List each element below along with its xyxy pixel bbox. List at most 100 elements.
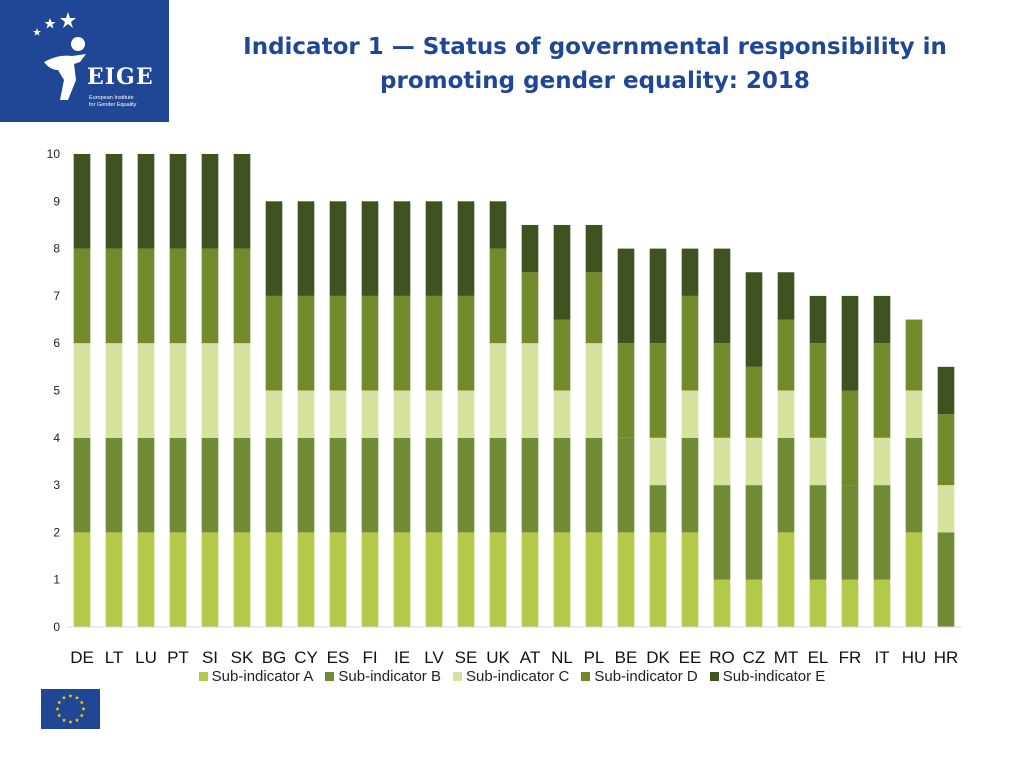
page-title-line1: Indicator 1 — Status of governmental res… — [243, 34, 947, 60]
legend-item-c: Sub-indicator C — [452, 668, 569, 685]
bar-segment-bg-b — [265, 437, 283, 533]
bar-segment-at-b — [521, 437, 539, 533]
legend-label: Sub-indicator D — [594, 668, 698, 685]
eu-star-icon — [55, 706, 60, 711]
eige-logo: EIGE European Institute for Gender Equal… — [0, 0, 169, 122]
bar-segment-el-b — [809, 485, 827, 580]
bar-stack-hu — [905, 319, 923, 627]
bar-segment-pl-d — [585, 272, 603, 344]
star-icon — [44, 18, 56, 29]
bar-segment-hu-a — [905, 532, 923, 627]
bar-segment-fr-b — [841, 485, 859, 580]
x-tick-label: DK — [646, 648, 670, 667]
x-tick-label: EE — [679, 648, 702, 667]
bar-stack-ie — [393, 201, 411, 627]
x-tick-label: SK — [231, 648, 254, 667]
bar-segment-lu-d — [137, 248, 155, 344]
bar-segment-pl-c — [585, 343, 603, 438]
legend-item-e: Sub-indicator E — [709, 668, 826, 685]
star-icon — [60, 12, 76, 28]
bar-segment-si-d — [201, 248, 219, 344]
bar-stack-se — [457, 201, 475, 627]
bar-segment-pl-b — [585, 437, 603, 533]
x-tick-label: HU — [902, 648, 927, 667]
bar-segment-el-e — [809, 295, 827, 344]
bar-segment-lt-b — [105, 437, 123, 533]
bar-segment-el-d — [809, 343, 827, 438]
bar-segment-ie-c — [393, 390, 411, 438]
bar-segment-ie-e — [393, 201, 411, 296]
bar-segment-cz-a — [745, 579, 763, 627]
bar-segment-dk-b — [649, 485, 667, 533]
bar-segment-nl-e — [553, 224, 571, 320]
x-tick-label: PL — [584, 648, 605, 667]
y-tick-label: 5 — [53, 384, 60, 398]
bar-stack-ro — [713, 248, 731, 627]
bar-stack-uk — [489, 201, 507, 627]
legend-swatch — [452, 672, 462, 681]
bar-stack-fr — [841, 295, 859, 627]
bar-segment-sk-e — [233, 154, 251, 249]
bar-stack-lu — [137, 154, 155, 627]
bar-segment-hu-c — [905, 390, 923, 438]
x-tick-label: IE — [394, 648, 410, 667]
x-tick-label: EL — [808, 648, 829, 667]
bar-segment-nl-d — [553, 319, 571, 391]
bar-segment-pl-a — [585, 532, 603, 627]
bar-segment-uk-c — [489, 343, 507, 438]
y-tick-label: 6 — [53, 336, 60, 350]
bar-segment-mt-a — [777, 532, 795, 627]
bar-segment-hu-d — [905, 319, 923, 391]
bar-segment-ro-e — [713, 248, 731, 344]
bar-stack-el — [809, 295, 827, 627]
legend-swatch — [198, 672, 208, 681]
bar-segment-sk-b — [233, 437, 251, 533]
eu-star-icon — [57, 713, 62, 718]
x-tick-label: DE — [70, 648, 94, 667]
bar-segment-mt-d — [777, 319, 795, 391]
eu-star-icon — [79, 713, 84, 718]
bar-stack-fi — [361, 201, 379, 627]
x-tick-label: LT — [105, 648, 124, 667]
figure-body-icon — [44, 54, 86, 100]
legend-swatch — [709, 672, 719, 681]
bar-segment-mt-e — [777, 272, 795, 320]
y-tick-label: 7 — [53, 289, 60, 303]
eu-star-icon — [68, 719, 73, 724]
x-tick-label: FI — [362, 648, 377, 667]
legend-label: Sub-indicator E — [722, 668, 826, 685]
bar-segment-hr-b — [937, 532, 955, 627]
x-tick-label: NL — [551, 648, 573, 667]
bar-segment-ie-d — [393, 295, 411, 391]
bar-segment-ie-a — [393, 532, 411, 627]
x-tick-label: RO — [709, 648, 735, 667]
bar-segment-es-c — [329, 390, 347, 438]
x-tick-label: BG — [262, 648, 287, 667]
bar-segment-dk-a — [649, 532, 667, 627]
bar-segment-fr-a — [841, 579, 859, 627]
bar-segment-it-a — [873, 579, 891, 627]
bar-segment-at-d — [521, 272, 539, 344]
bar-segment-pt-c — [169, 343, 187, 438]
bar-segment-lu-b — [137, 437, 155, 533]
bar-segment-si-e — [201, 154, 219, 249]
bar-stack-hr — [937, 366, 955, 627]
bar-segment-cz-d — [745, 366, 763, 438]
eu-star-icon — [57, 700, 62, 705]
bar-segment-hr-d — [937, 414, 955, 486]
bar-segment-se-c — [457, 390, 475, 438]
bar-segment-nl-b — [553, 437, 571, 533]
x-tick-label: LV — [424, 648, 444, 667]
bar-segment-de-c — [73, 343, 91, 438]
bar-stack-pt — [169, 154, 187, 627]
bar-segment-sk-c — [233, 343, 251, 438]
bar-segment-ro-a — [713, 579, 731, 627]
bar-segment-si-b — [201, 437, 219, 533]
x-tick-label: BE — [615, 648, 638, 667]
bar-segment-cy-c — [297, 390, 315, 438]
eu-star-icon — [68, 693, 73, 698]
bar-segment-cz-e — [745, 272, 763, 367]
bar-segment-be-d — [617, 343, 635, 438]
bar-segment-lv-b — [425, 437, 443, 533]
eige-org-name-line1: European Institute — [89, 95, 134, 101]
